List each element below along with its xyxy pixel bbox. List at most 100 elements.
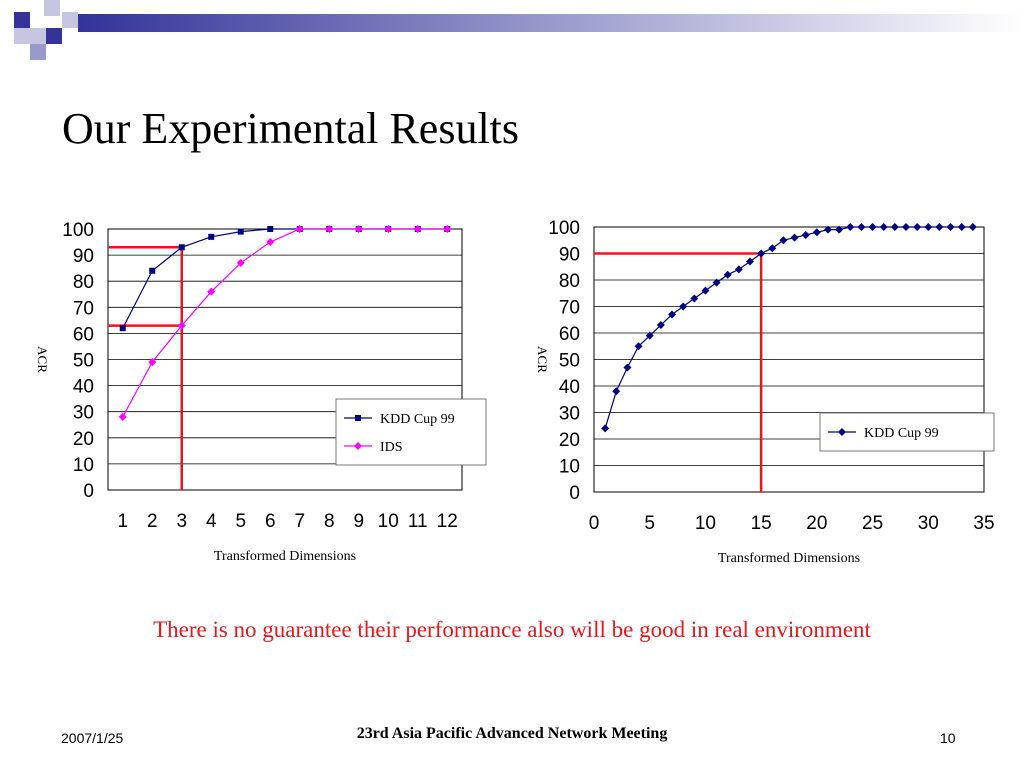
- data-point: [645, 331, 654, 340]
- data-point: [612, 387, 621, 396]
- deco-header-bar: [78, 14, 1024, 32]
- y-axis-label: ACR: [535, 346, 550, 373]
- data-point: [968, 223, 977, 231]
- x-tick-label: 9: [353, 511, 364, 532]
- legend-label: KDD Cup 99: [864, 426, 939, 441]
- legend-marker: [838, 428, 846, 436]
- deco-square-7: [62, 12, 78, 28]
- y-tick-label: 40: [73, 377, 94, 398]
- data-point: [236, 258, 245, 267]
- x-tick-label: 1: [117, 511, 128, 532]
- data-point: [868, 223, 877, 231]
- decorative-squares: [14, 0, 1024, 60]
- y-tick-label: 50: [559, 351, 580, 372]
- x-tick-label: 10: [695, 513, 716, 534]
- y-tick-label: 90: [559, 245, 580, 266]
- y-tick-label: 40: [559, 377, 580, 398]
- x-tick-label: 11: [408, 511, 428, 532]
- data-point: [601, 424, 610, 433]
- footer-date: 2007/1/25: [61, 730, 124, 746]
- data-point: [384, 225, 393, 233]
- page-number: 10: [940, 730, 956, 746]
- y-tick-label: 70: [73, 298, 94, 319]
- y-tick-label: 90: [73, 246, 94, 267]
- data-point: [443, 225, 452, 233]
- chart-right: 0 10 20 30 40 50 60 70 80 90 100 0 5 10 15 20 25 30 35 Tran…: [520, 215, 1020, 570]
- data-point: [801, 230, 810, 239]
- y-tick-label: 20: [73, 429, 94, 450]
- data-point: [354, 225, 363, 233]
- x-axis-label: Transformed Dimensions: [718, 551, 860, 566]
- x-tick-label: 0: [589, 513, 600, 534]
- data-point: [790, 233, 799, 242]
- y-tick-label: 80: [73, 272, 94, 293]
- x-tick-label: 5: [235, 511, 246, 532]
- data-point: [701, 286, 710, 295]
- data-point: [148, 358, 157, 367]
- data-point: [857, 223, 866, 231]
- deco-square-4: [14, 28, 30, 44]
- y-tick-label: 50: [73, 351, 94, 372]
- data-point: [734, 265, 743, 274]
- data-point: [779, 236, 788, 245]
- x-tick-label: 25: [862, 513, 883, 534]
- y-tick-label: 30: [73, 403, 94, 424]
- deco-square-6: [30, 44, 46, 60]
- data-point: [413, 225, 422, 233]
- slide-subtitle: There is no guarantee their performance …: [153, 617, 871, 642]
- data-point: [890, 223, 899, 231]
- data-point: [267, 226, 274, 232]
- y-tick-label: 80: [559, 271, 580, 292]
- deco-square-5: [46, 28, 62, 44]
- data-point: [623, 363, 632, 372]
- data-point: [757, 249, 766, 258]
- y-tick-label: 60: [73, 324, 94, 345]
- data-point: [207, 287, 216, 296]
- y-tick-label: 10: [73, 455, 94, 476]
- series-line-2: [122, 228, 448, 418]
- data-point: [634, 342, 643, 351]
- data-point: [946, 223, 955, 231]
- data-point: [237, 228, 244, 235]
- data-point: [824, 225, 832, 234]
- series-line-1: [604, 226, 973, 429]
- data-point: [679, 302, 688, 311]
- x-tick-label: 4: [206, 511, 217, 532]
- data-point: [712, 278, 721, 287]
- data-point: [879, 223, 888, 231]
- y-tick-label: 0: [569, 483, 580, 504]
- legend-box: [335, 398, 487, 466]
- x-tick-label: 8: [324, 511, 335, 532]
- data-point: [208, 233, 215, 240]
- data-point: [149, 267, 156, 274]
- data-point: [902, 223, 910, 231]
- data-point: [295, 225, 304, 233]
- data-point: [746, 257, 754, 266]
- chart-left: 0 10 20 30 40 50 60 70 80 90 100 1 2 3 4 5 6 7 8 9 10 11 12 Tra…: [20, 215, 500, 570]
- data-point: [325, 225, 334, 233]
- data-point: [812, 228, 821, 237]
- legend-marker: [354, 442, 362, 450]
- x-tick-label: 15: [751, 513, 772, 534]
- data-point: [119, 325, 126, 332]
- footer-conference: 23rd Asia Pacific Advanced Network Meeti…: [356, 725, 668, 742]
- data-point: [957, 223, 966, 231]
- data-point: [913, 223, 922, 231]
- y-tick-label: 20: [559, 430, 580, 451]
- y-tick-label: 100: [62, 220, 94, 241]
- legend-label: KDD Cup 99: [380, 412, 455, 427]
- data-point: [768, 244, 777, 253]
- data-point: [723, 270, 732, 279]
- data-point: [178, 244, 185, 251]
- x-tick-label: 12: [437, 511, 458, 532]
- x-tick-label: 2: [147, 511, 158, 532]
- x-tick-label: 3: [176, 511, 187, 532]
- y-tick-label: 60: [559, 324, 580, 345]
- data-point: [935, 223, 944, 231]
- y-tick-label: 0: [83, 481, 94, 502]
- y-tick-label: 30: [559, 404, 580, 425]
- deco-square-3: [30, 28, 46, 44]
- deco-square-2: [44, 0, 60, 16]
- slide-title: Our Experimental Results: [62, 104, 520, 153]
